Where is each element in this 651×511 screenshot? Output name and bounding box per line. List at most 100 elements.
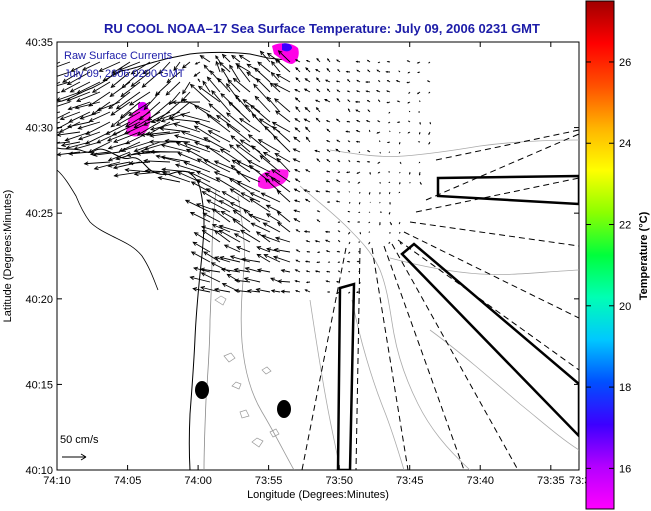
current-vector: [125, 131, 151, 145]
current-vector-head: [225, 82, 231, 88]
current-vector: [65, 131, 91, 142]
current-vector-head: [57, 132, 62, 137]
colorbar-tick-label: 16: [619, 463, 631, 475]
current-vector: [190, 212, 211, 223]
current-vector-head: [294, 127, 298, 131]
current-vector-head: [203, 159, 209, 164]
current-vector: [214, 171, 241, 183]
current-vector-head: [306, 250, 309, 253]
current-vector: [271, 177, 291, 193]
current-vector-head: [142, 69, 148, 75]
current-vector-head: [305, 240, 309, 243]
current-vector-head: [337, 230, 340, 232]
current-vector: [173, 61, 181, 71]
colorbar-label: Temperature (°C): [638, 211, 650, 300]
current-vector: [245, 267, 261, 273]
y-axis-ticks: 40:10 40:15 40:20 40:25 40:30 40:35: [25, 37, 579, 477]
current-vector: [215, 55, 221, 63]
current-vector-head: [259, 155, 265, 160]
current-vector: [111, 111, 131, 128]
current-vector-head: [294, 97, 299, 101]
current-vector-head: [47, 86, 51, 89]
current-vector: [134, 171, 161, 175]
isobath-30m: [299, 185, 471, 470]
current-vector-head: [325, 120, 329, 122]
current-vector-head: [195, 170, 201, 175]
current-vector: [88, 141, 111, 153]
current-vector: [236, 246, 251, 253]
current-vector-head: [160, 143, 166, 148]
station-marker-east: [277, 400, 291, 418]
current-vector: [240, 229, 261, 243]
current-vector: [184, 142, 211, 153]
current-vector-head: [68, 151, 74, 156]
current-vector-head: [221, 67, 226, 73]
current-vector: [229, 178, 251, 193]
current-vector: [200, 286, 221, 293]
current-vector-head: [120, 147, 126, 152]
current-vector-head: [358, 202, 361, 205]
current-vector: [108, 91, 131, 109]
current-vector-head: [266, 247, 272, 252]
current-vector-head: [316, 261, 319, 264]
current-vector-head: [155, 154, 161, 159]
current-vector-head: [354, 100, 358, 104]
current-vector-head: [390, 223, 392, 226]
current-vector-head: [196, 158, 202, 163]
current-vector-head: [356, 160, 359, 163]
current-vector-head: [385, 70, 388, 73]
current-vector-head: [325, 190, 328, 193]
current-vector-head: [190, 181, 196, 186]
current-vector-head: [263, 254, 269, 259]
current-vector: [222, 54, 231, 63]
current-vector-head: [429, 122, 431, 125]
current-vector-head: [304, 289, 308, 292]
current-vector: [137, 121, 161, 136]
current-vector: [261, 192, 281, 203]
current-vector-head: [173, 66, 178, 72]
current-vector-head: [193, 73, 198, 77]
current-vector-head: [238, 118, 244, 123]
current-vector: [293, 148, 301, 153]
current-vector-head: [378, 79, 380, 82]
chart-title: RU COOL NOAA–17 Sea Surface Temperature:…: [104, 21, 540, 36]
current-vector: [244, 277, 261, 283]
current-vector-head: [143, 146, 149, 151]
current-vector: [205, 145, 231, 163]
x-tick-label: 73:50: [325, 475, 353, 487]
current-vector-head: [347, 99, 350, 102]
current-vector-head: [416, 92, 419, 95]
current-vector-head: [201, 229, 207, 235]
current-vector: [224, 244, 241, 253]
current-vector-head: [194, 62, 198, 65]
current-vector: [203, 251, 221, 263]
current-vector-head: [207, 130, 213, 135]
current-vector-head: [274, 152, 280, 158]
current-vector: [120, 101, 141, 119]
current-vector: [57, 91, 81, 101]
current-vector: [144, 160, 171, 163]
current-vector-head: [386, 90, 389, 93]
current-vector-head: [336, 139, 339, 142]
isobath-20m: [237, 195, 295, 470]
current-vector: [183, 161, 211, 173]
current-vector-head: [305, 67, 309, 71]
current-vector: [169, 91, 181, 105]
current-vector-head: [156, 117, 162, 122]
colorbar-tick-label: 22: [619, 220, 631, 232]
current-vector-head: [200, 285, 206, 291]
current-vector: [194, 125, 221, 143]
current-vector-head: [326, 140, 329, 142]
y-tick-label: 40:10: [25, 465, 53, 477]
current-vector-head: [274, 58, 280, 64]
current-vector: [259, 155, 281, 173]
current-vector: [275, 59, 291, 73]
current-vector: [190, 276, 211, 283]
current-vector-head: [62, 78, 67, 83]
current-vector: [165, 81, 181, 96]
current-vectors: [47, 50, 431, 294]
x-tick-label: 74:00: [184, 475, 212, 487]
current-vector-head: [255, 77, 261, 83]
current-vector-head: [133, 171, 139, 177]
current-vector: [173, 123, 201, 133]
